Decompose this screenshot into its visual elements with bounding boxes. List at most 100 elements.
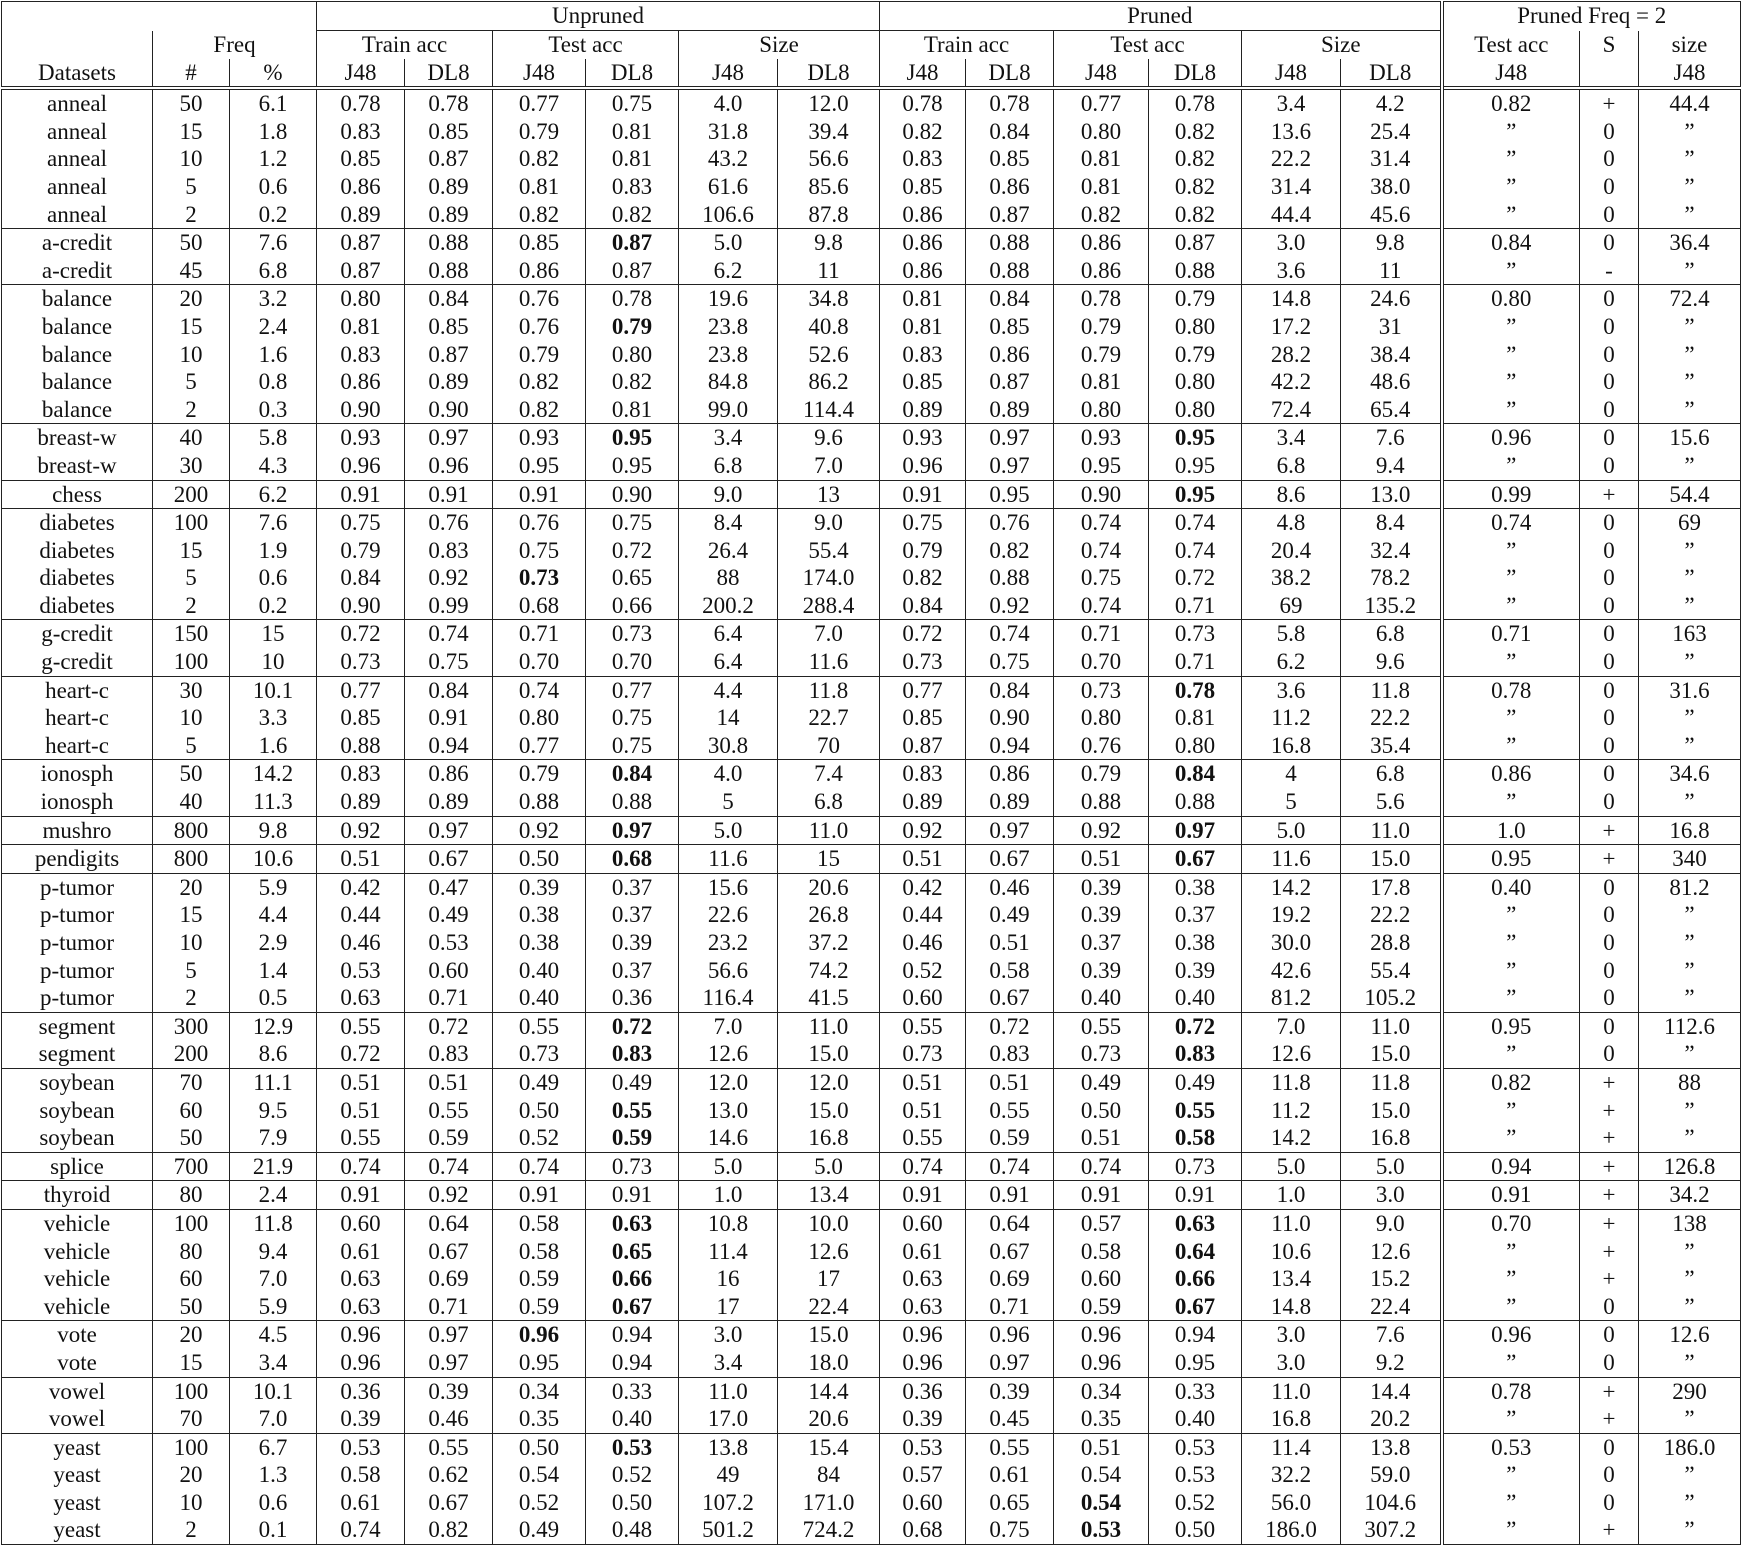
cell-freq-count: 45 xyxy=(152,256,230,285)
cell-dataset: vote xyxy=(57,1349,97,1375)
cell-pruned-train-j48: 0.79 xyxy=(879,536,966,565)
cell-pruned-test-j48: 0.73 xyxy=(1053,675,1149,705)
cell-pruned-test-dl8: 0.88 xyxy=(1148,256,1242,285)
cell-pruned-test-dl8: 0.78 xyxy=(1148,86,1242,118)
cell-freq2-size-j48: 72.4 xyxy=(1638,284,1741,313)
cell-freq2-test-j48: ” xyxy=(1439,1265,1580,1293)
cell-pruned-test-dl8: 0.58 xyxy=(1148,1124,1242,1153)
cell-pruned-train-dl8: 0.51 xyxy=(965,1067,1054,1097)
header-size: Size xyxy=(678,30,880,59)
cell-unpruned-test-dl8: 0.84 xyxy=(585,759,679,789)
cell-unpruned-train-j48: 0.51 xyxy=(316,1067,405,1097)
cell-freq2-significance: + xyxy=(1579,1124,1639,1153)
table-row: yeast 10 0.6 0.61 0.67 0.52 0.50 107.2 171.0 0.60… xyxy=(2,1488,1741,1517)
cell-pruned-size-dl8: 24.6 xyxy=(1340,284,1442,313)
cell-unpruned-train-dl8: 0.83 xyxy=(404,536,493,565)
cell-unpruned-size-j48: 13.8 xyxy=(678,1432,778,1462)
cell-unpruned-test-j48: 0.95 xyxy=(492,1348,586,1377)
cell-freq2-size-j48: ” xyxy=(1638,1405,1741,1434)
cell-unpruned-size-dl8: 18.0 xyxy=(777,1348,880,1377)
cell-dataset: anneal xyxy=(46,146,107,172)
cell-pruned-train-j48: 0.84 xyxy=(879,591,966,620)
cell-pruned-test-dl8: 0.40 xyxy=(1148,1405,1242,1434)
cell-dataset: segment xyxy=(1,1011,153,1041)
cell-unpruned-train-j48: 0.60 xyxy=(316,1208,405,1238)
cell-pruned-size-j48: 11.2 xyxy=(1241,1096,1341,1125)
cell-pruned-train-j48: 0.86 xyxy=(879,256,966,285)
cell-freq-percent: 0.3 xyxy=(229,395,317,424)
cell-unpruned-size-dl8: 11.6 xyxy=(777,648,880,677)
cell-pruned-train-dl8: 0.88 xyxy=(965,256,1054,285)
cell-unpruned-size-j48: 8.4 xyxy=(678,508,778,537)
cell-pruned-train-dl8: 0.82 xyxy=(965,536,1054,565)
cell-freq2-size-j48: ” xyxy=(1638,368,1741,396)
cell-unpruned-size-j48: 14 xyxy=(678,704,778,732)
cell-freq-count: 5 xyxy=(152,172,230,201)
cell-unpruned-test-dl8: 0.81 xyxy=(585,395,679,424)
cell-pruned-size-j48: 14.2 xyxy=(1241,872,1341,902)
cell-unpruned-size-dl8: 85.6 xyxy=(777,172,880,201)
cell-pruned-size-dl8: 11 xyxy=(1340,256,1442,285)
cell-freq2-size-j48: ” xyxy=(1638,648,1741,677)
cell-freq2-test-j48: ” xyxy=(1439,704,1580,732)
cell-pruned-train-dl8: 0.92 xyxy=(965,591,1054,620)
cell-freq2-test-j48: ” xyxy=(1439,451,1580,480)
cell-unpruned-test-dl8: 0.75 xyxy=(585,508,679,537)
cell-freq2-size-j48: ” xyxy=(1638,929,1741,957)
cell-pruned-train-dl8: 0.86 xyxy=(965,759,1054,789)
cell-unpruned-size-dl8: 9.6 xyxy=(777,423,880,452)
cell-pruned-train-dl8: 0.95 xyxy=(965,479,1054,509)
cell-unpruned-test-dl8: 0.67 xyxy=(585,1292,679,1321)
cell-unpruned-size-dl8: 86.2 xyxy=(777,368,880,396)
cell-unpruned-test-j48: 0.75 xyxy=(492,536,586,565)
table-row: balance 15 2.4 0.81 0.85 0.76 0.79 23.8 40.8 0.81… xyxy=(2,312,1741,341)
cell-pruned-size-dl8: 6.8 xyxy=(1340,619,1442,649)
cell-pruned-size-dl8: 15.0 xyxy=(1340,844,1442,874)
table-row: breast-w 40 5.8 0.93 0.97 0.93 0.95 3.4 9.6 0.93 0… xyxy=(1,423,1741,452)
cell-unpruned-train-j48: 0.91 xyxy=(316,1180,405,1210)
cell-unpruned-train-dl8: 0.55 xyxy=(404,1432,493,1462)
cell-freq2-test-j48: ” xyxy=(1439,256,1580,285)
cell-pruned-size-dl8: 35.4 xyxy=(1340,731,1442,760)
cell-pruned-size-j48: 11.2 xyxy=(1241,704,1341,732)
table-row: vote 15 3.4 0.96 0.97 0.95 0.94 3.4 18.0 0.96 0.97… xyxy=(2,1348,1741,1377)
cell-pruned-size-j48: 20.4 xyxy=(1241,536,1341,565)
cell-pruned-train-j48: 0.93 xyxy=(879,423,966,452)
cell-pruned-test-j48: 0.86 xyxy=(1053,256,1149,285)
cell-freq2-test-j48: 0.78 xyxy=(1439,675,1580,705)
cell-unpruned-test-j48: 0.76 xyxy=(492,508,586,537)
cell-unpruned-train-dl8: 0.83 xyxy=(404,1040,493,1069)
cell-unpruned-size-dl8: 84 xyxy=(777,1461,880,1489)
cell-dataset: diabetes xyxy=(39,537,115,563)
cell-freq-count: 20 xyxy=(152,872,230,902)
cell-unpruned-size-j48: 6.2 xyxy=(678,256,778,285)
cell-unpruned-test-j48: 0.52 xyxy=(492,1124,586,1153)
cell-pruned-size-dl8: 5.0 xyxy=(1340,1151,1442,1181)
cell-freq2-size-j48: ” xyxy=(1638,956,1741,985)
cell-unpruned-size-j48: 61.6 xyxy=(678,172,778,201)
cell-freq2-size-j48: 186.0 xyxy=(1638,1432,1741,1462)
cell-freq-count: 50 xyxy=(152,1292,230,1321)
header-pruned-freq: Pruned Freq = 2 xyxy=(1439,1,1741,31)
cell-pruned-size-j48: 3.4 xyxy=(1241,423,1341,452)
table-row: anneal 15 1.8 0.83 0.85 0.79 0.81 31.8 39.4 0.82 0… xyxy=(2,117,1741,146)
dataset-group: g-credit 150 15 0.72 0.74 0.71 0.73 6.4 7.0 0.72 0… xyxy=(1,619,1741,677)
cell-unpruned-size-dl8: 34.8 xyxy=(777,284,880,313)
cell-unpruned-size-dl8: 15.0 xyxy=(777,1096,880,1125)
cell-unpruned-test-j48: 0.74 xyxy=(492,675,586,705)
cell-unpruned-train-j48: 0.74 xyxy=(316,1516,405,1545)
cell-pruned-size-dl8: 5.6 xyxy=(1340,788,1442,817)
cell-freq-percent: 9.8 xyxy=(229,815,317,845)
cell-unpruned-size-dl8: 724.2 xyxy=(777,1516,880,1545)
cell-dataset: balance xyxy=(41,396,113,422)
cell-pruned-size-j48: 14.2 xyxy=(1241,1124,1341,1153)
cell-unpruned-test-dl8: 0.75 xyxy=(585,704,679,732)
cell-unpruned-train-dl8: 0.78 xyxy=(404,86,493,118)
cell-pruned-size-dl8: 38.4 xyxy=(1340,340,1442,369)
cell-unpruned-size-dl8: 74.2 xyxy=(777,956,880,985)
cell-unpruned-size-j48: 88 xyxy=(678,564,778,592)
cell-unpruned-train-dl8: 0.71 xyxy=(404,984,493,1013)
cell-freq-count: 200 xyxy=(152,1040,230,1069)
cell-freq2-significance: 0 xyxy=(1579,759,1639,789)
cell-unpruned-test-dl8: 0.75 xyxy=(585,731,679,760)
